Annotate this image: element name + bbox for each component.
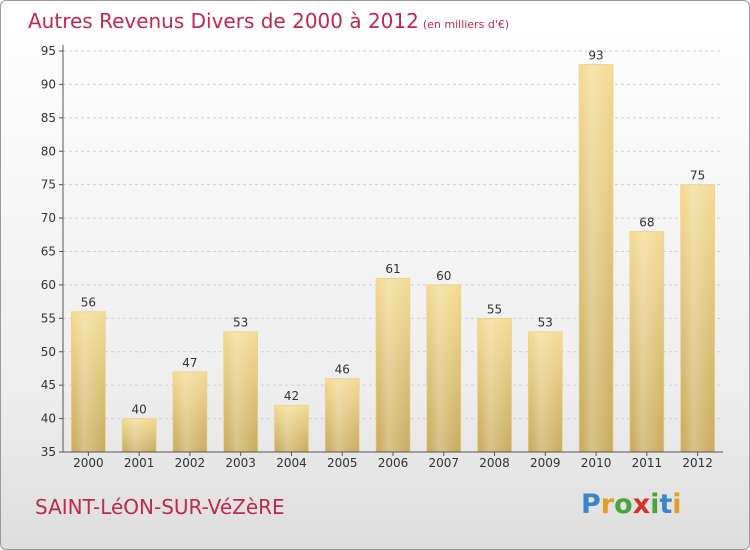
y-tick-label: 65 [41,245,56,259]
bar-highlight [226,332,255,452]
data-label: 93 [588,48,603,62]
logo-letter: P [581,489,601,520]
y-tick-label: 70 [41,211,56,225]
data-label: 75 [690,169,705,183]
x-tick-label: 2003 [225,456,256,470]
y-tick-label: 95 [41,44,56,58]
x-tick-label: 2012 [682,456,713,470]
bars: 56 40 47 53 42 46 61 60 55 53 93 68 75 [71,48,715,453]
logo-letter: x [632,489,651,520]
y-tick-label: 50 [41,345,56,359]
bar-highlight [582,65,611,452]
data-label: 68 [639,215,654,229]
bar-highlight [125,419,154,452]
logo-letter: r [600,489,615,520]
data-label: 60 [436,269,451,283]
x-tick-label: 2006 [378,456,409,470]
x-tick-label: 2008 [479,456,510,470]
y-tick-label: 45 [41,378,56,392]
bar-highlight [480,319,509,452]
data-label: 47 [182,356,197,370]
y-tick-label: 35 [41,445,56,459]
x-tick-label: 2009 [530,456,561,470]
x-tick-label: 2005 [327,456,358,470]
proxiti-logo: Proxiti [581,489,682,520]
x-tick-label: 2004 [276,456,307,470]
data-label: 42 [284,389,299,403]
x-tick-label: 2001 [124,456,155,470]
logo-letter: i [650,489,660,520]
logo-letter: o [614,489,633,520]
x-tick-label: 2007 [428,456,459,470]
chart-subtitle: (en milliers d'€) [422,18,510,31]
bar-highlight [683,185,712,452]
y-tick-label: 40 [41,412,56,426]
y-tick-label: 60 [41,278,56,292]
data-label: 46 [335,362,350,376]
data-label: 55 [487,302,502,316]
y-tick-label: 90 [41,77,56,91]
bar-highlight [379,279,407,452]
bar-highlight [632,232,661,452]
chart-title-text: Autres Revenus Divers de 2000 à 2012 [28,9,419,33]
data-label: 53 [233,316,248,330]
chart-title: Autres Revenus Divers de 2000 à 2012 (en … [28,9,509,33]
data-label: 61 [385,262,400,276]
bar-highlight [429,285,458,452]
data-label: 40 [132,403,147,417]
bar-highlight [175,372,204,452]
x-tick-label: 2011 [632,456,663,470]
bar-highlight [531,332,560,452]
x-tick-label: 2010 [581,456,612,470]
y-tick-label: 80 [41,144,56,158]
x-tick-label: 2000 [73,456,104,470]
logo-letter: t [659,489,673,520]
data-label: 56 [81,296,96,310]
data-label: 53 [538,316,553,330]
bar-highlight [74,312,103,452]
y-tick-label: 85 [41,111,56,125]
bar-highlight [328,379,357,452]
bar-highlight [277,406,306,452]
axes: 35 40 45 50 55 60 65 70 75 80 85 90 95 2000 2001 2002 20… [41,44,723,470]
x-tick-label: 2002 [175,456,206,470]
y-tick-label: 55 [41,311,56,325]
logo-letter: i [672,489,682,520]
commune-name: SAINT-LéON-SUR-VéZèRE [35,495,285,519]
y-tick-label: 75 [41,178,56,192]
